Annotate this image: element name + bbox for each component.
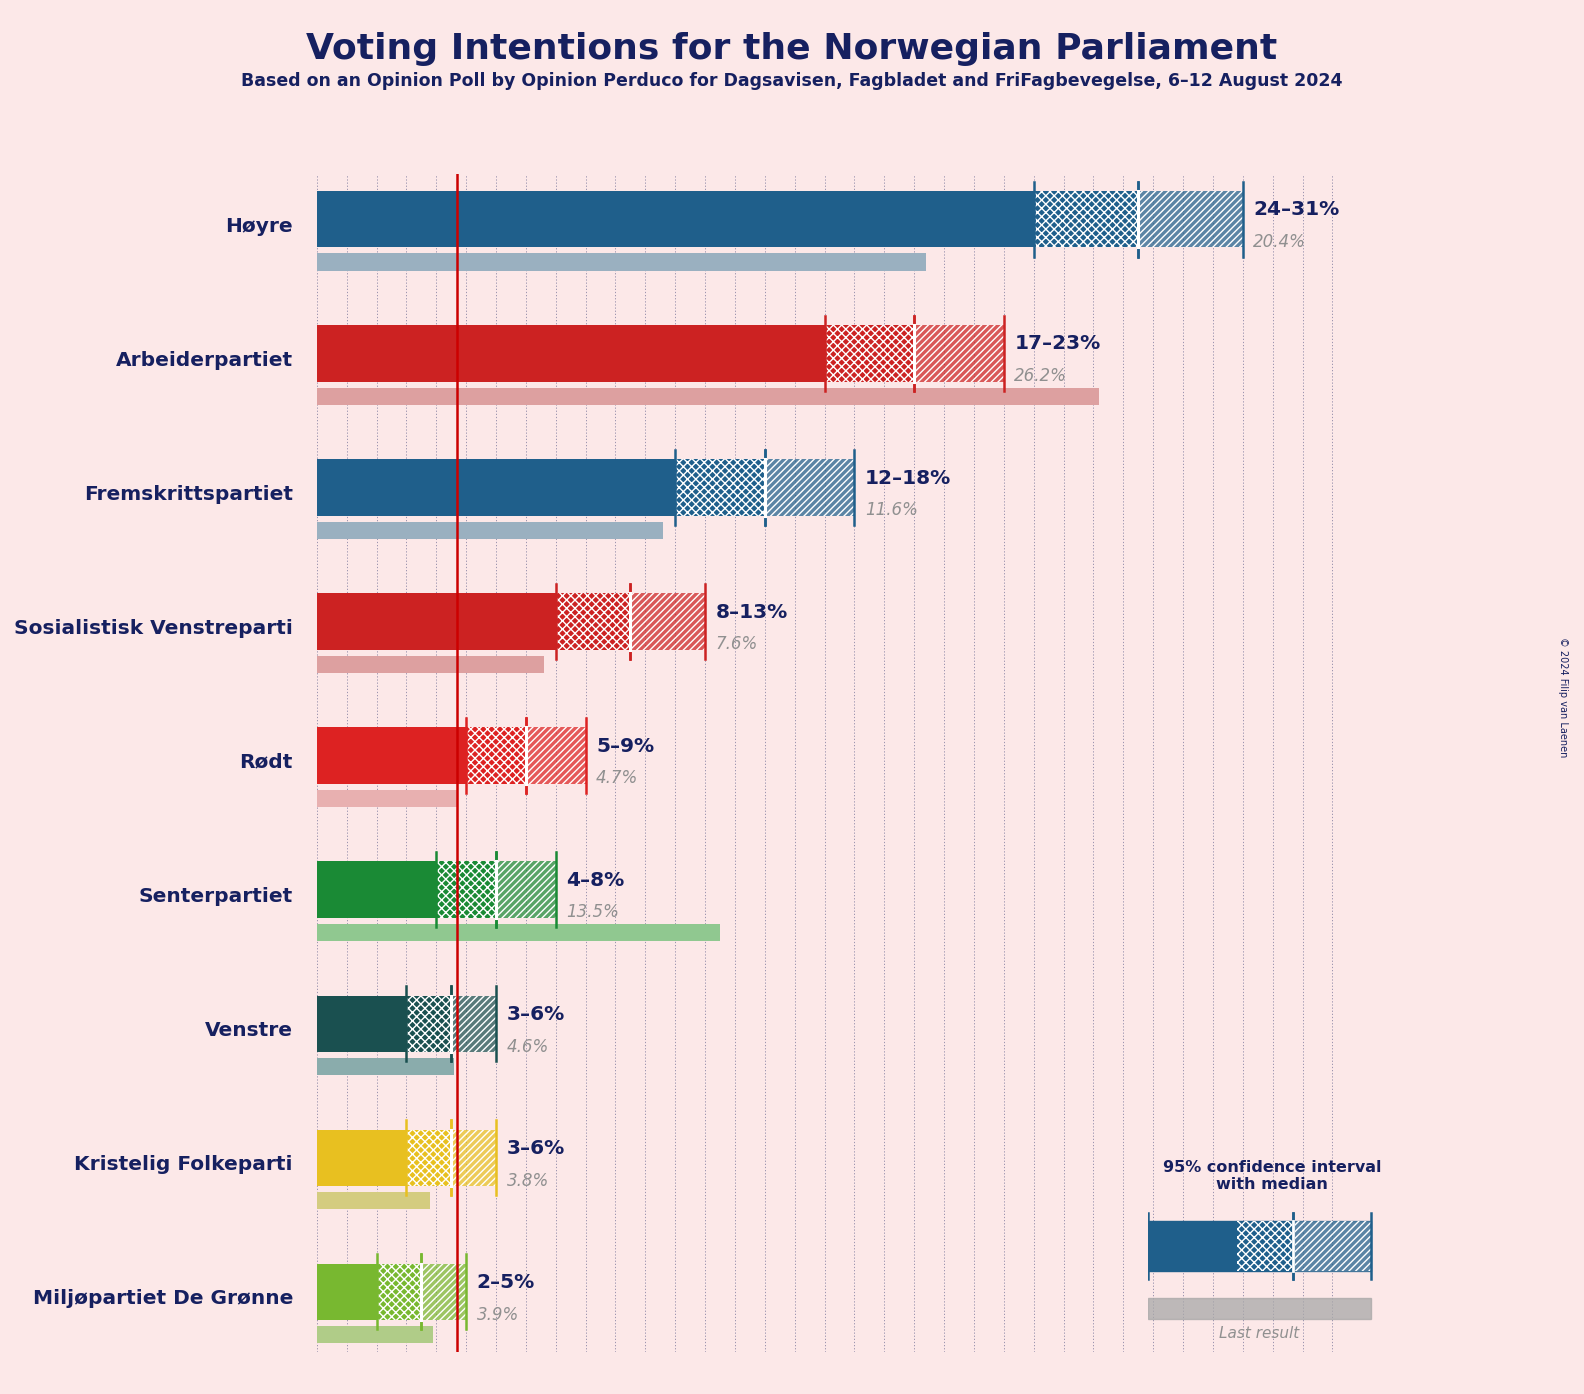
Bar (407, 1129, 451, 1186)
Text: 3–6%: 3–6% (507, 1005, 565, 1023)
Bar (317, 861, 436, 917)
Text: Last result: Last result (1220, 1326, 1300, 1341)
Bar (496, 861, 556, 917)
Bar (317, 655, 543, 673)
Bar (556, 594, 630, 650)
Bar (317, 191, 1034, 248)
Bar (765, 459, 854, 516)
Text: Rødt: Rødt (239, 753, 293, 772)
Bar (630, 594, 705, 650)
Text: 95% confidence interval
with median: 95% confidence interval with median (1163, 1160, 1381, 1192)
Text: Venstre: Venstre (204, 1020, 293, 1040)
Bar (496, 861, 556, 917)
Text: Senterpartiet: Senterpartiet (139, 887, 293, 906)
Text: 17–23%: 17–23% (1014, 335, 1101, 354)
Bar (556, 594, 630, 650)
Bar (377, 1264, 421, 1320)
Bar (317, 459, 675, 516)
Bar (317, 325, 825, 382)
Bar (317, 995, 407, 1052)
Text: 8–13%: 8–13% (716, 602, 787, 622)
Text: 12–18%: 12–18% (865, 468, 950, 488)
Bar (451, 1129, 496, 1186)
Bar (675, 459, 765, 516)
Text: 3.9%: 3.9% (477, 1306, 520, 1324)
Text: 2–5%: 2–5% (477, 1273, 535, 1292)
Bar (526, 728, 586, 783)
Bar (1293, 1221, 1370, 1271)
Text: 20.4%: 20.4% (1253, 233, 1307, 251)
Bar (1034, 191, 1139, 248)
Text: © 2024 Filip van Laenen: © 2024 Filip van Laenen (1559, 637, 1568, 757)
Text: Based on an Opinion Poll by Opinion Perduco for Dagsavisen, Fagbladet and FriFag: Based on an Opinion Poll by Opinion Perd… (241, 72, 1343, 91)
Text: 4.6%: 4.6% (507, 1037, 548, 1055)
Bar (317, 388, 1099, 406)
Bar (436, 861, 496, 917)
Text: 11.6%: 11.6% (865, 502, 917, 519)
Bar (317, 790, 458, 807)
Bar (317, 924, 721, 941)
Bar (407, 995, 451, 1052)
Bar (466, 728, 526, 783)
Text: 4–8%: 4–8% (565, 871, 624, 889)
Text: 24–31%: 24–31% (1253, 201, 1340, 219)
Bar (451, 995, 496, 1052)
Text: 26.2%: 26.2% (1014, 367, 1068, 385)
Bar (825, 325, 914, 382)
Bar (765, 459, 854, 516)
Bar (317, 254, 927, 270)
Bar (317, 1326, 434, 1344)
Bar (317, 1129, 407, 1186)
Text: Miljøpartiet De Grønne: Miljøpartiet De Grønne (33, 1289, 293, 1308)
Bar (421, 1264, 466, 1320)
Text: Høyre: Høyre (225, 216, 293, 236)
Text: 4.7%: 4.7% (596, 769, 638, 788)
Bar (317, 1058, 455, 1075)
Text: Arbeiderpartiet: Arbeiderpartiet (116, 350, 293, 369)
Bar (526, 728, 586, 783)
Bar (317, 728, 466, 783)
Bar (825, 325, 914, 382)
Bar (630, 594, 705, 650)
Bar (317, 1264, 377, 1320)
Bar (317, 1192, 431, 1210)
Text: 5–9%: 5–9% (596, 736, 654, 756)
Bar (914, 325, 1004, 382)
Text: 3.8%: 3.8% (507, 1171, 548, 1189)
Bar (451, 995, 496, 1052)
Bar (914, 325, 1004, 382)
Bar (1237, 1221, 1293, 1271)
Bar (1237, 1221, 1293, 1271)
Bar (1139, 191, 1243, 248)
Bar (317, 521, 664, 539)
Bar (407, 1129, 451, 1186)
Text: Kristelig Folkeparti: Kristelig Folkeparti (74, 1156, 293, 1174)
Bar (1148, 1298, 1370, 1319)
Bar (1148, 1221, 1237, 1271)
Bar (1139, 191, 1243, 248)
Bar (1293, 1221, 1370, 1271)
Bar (407, 995, 451, 1052)
Bar (451, 1129, 496, 1186)
Text: 7.6%: 7.6% (716, 636, 757, 654)
Text: Fremskrittspartiet: Fremskrittspartiet (84, 485, 293, 503)
Text: Voting Intentions for the Norwegian Parliament: Voting Intentions for the Norwegian Parl… (306, 32, 1278, 66)
Bar (317, 594, 556, 650)
Bar (466, 728, 526, 783)
Bar (421, 1264, 466, 1320)
Bar (377, 1264, 421, 1320)
Text: Sosialistisk Venstreparti: Sosialistisk Venstreparti (14, 619, 293, 637)
Bar (675, 459, 765, 516)
Bar (1034, 191, 1139, 248)
Bar (436, 861, 496, 917)
Text: 13.5%: 13.5% (565, 903, 619, 921)
Text: 3–6%: 3–6% (507, 1139, 565, 1158)
